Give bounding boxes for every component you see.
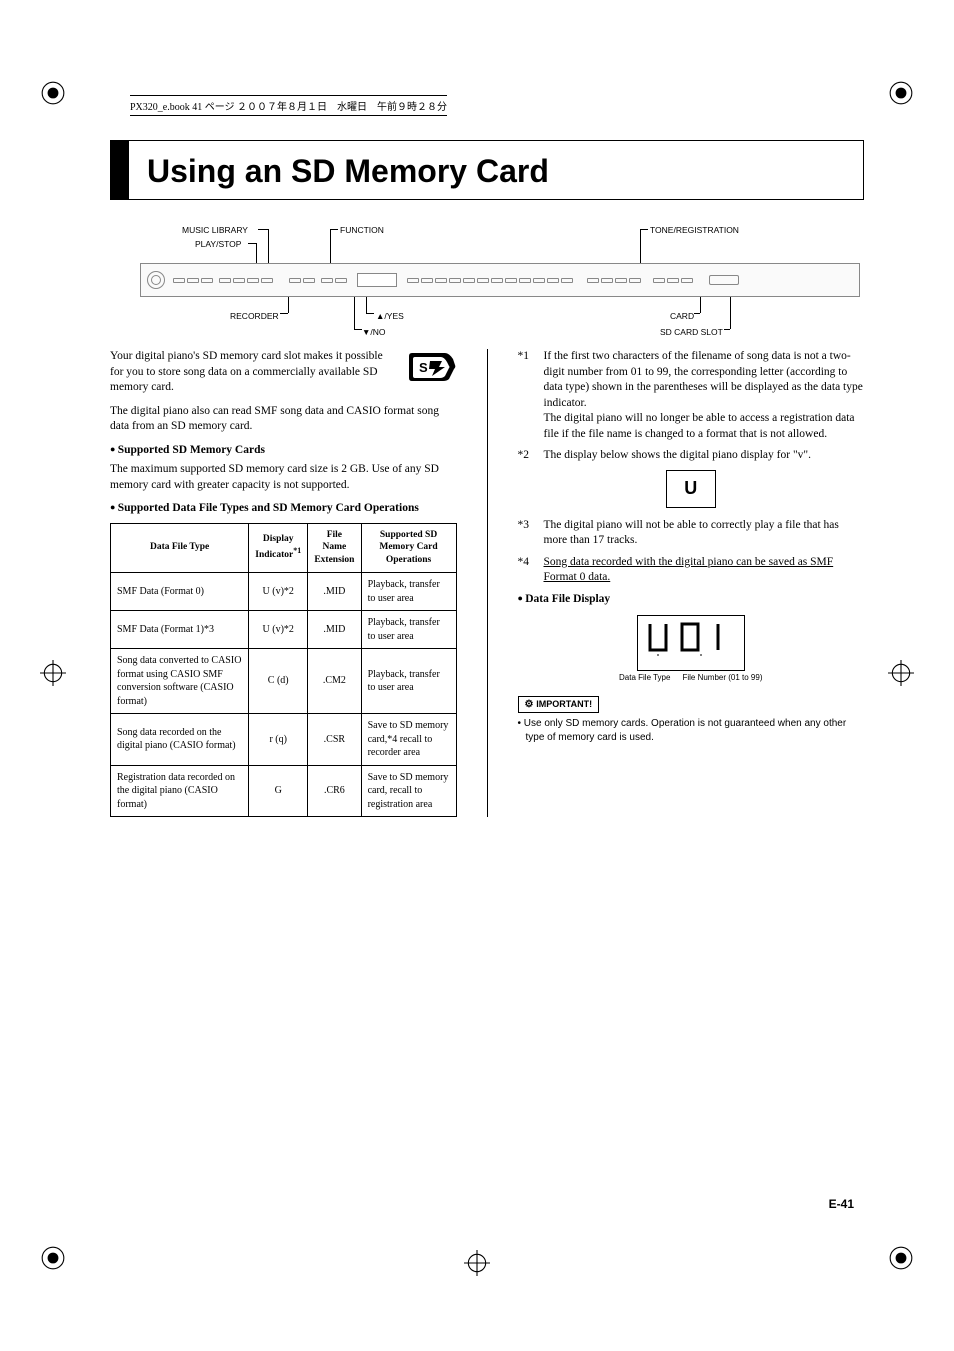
control-strip	[140, 263, 860, 297]
diagram-label: ▼/NO	[362, 327, 386, 337]
important-text: Use only SD memory cards. Operation is n…	[518, 717, 865, 744]
table-cell: Song data converted to CASIO format usin…	[111, 649, 249, 714]
table-row: Registration data recorded on the digita…	[111, 765, 457, 817]
table-cell: SMF Data (Format 1)*3	[111, 611, 249, 649]
table-header: Supported SDMemory CardOperations	[361, 523, 456, 572]
sd-logo-icon: S	[407, 351, 457, 389]
important-tag: IMPORTANT!	[518, 696, 600, 714]
control-diagram: MUSIC LIBRARY PLAY/STOP FUNCTION TONE/RE…	[140, 225, 860, 337]
table-cell: .MID	[308, 573, 361, 611]
footnote: *3 The digital piano will not be able to…	[518, 518, 865, 549]
segment-label: File Number (01 to 99)	[682, 673, 762, 684]
footnote-text: Song data recorded with the digital pian…	[544, 555, 865, 586]
table-cell: G	[249, 765, 308, 817]
registration-mark-icon	[888, 80, 914, 106]
footnote-text: If the first two characters of the filen…	[544, 349, 865, 442]
left-column: S Your digital piano's SD memory card sl…	[110, 349, 457, 817]
segment-display: Data File Type File Number (01 to 99)	[518, 615, 865, 684]
table-cell: r (q)	[249, 714, 308, 766]
right-column: *1 If the first two characters of the fi…	[518, 349, 865, 817]
page-number: E-41	[829, 1197, 854, 1211]
display-example: U	[666, 470, 716, 508]
segment-label: Data File Type	[619, 673, 670, 684]
body-text: The maximum supported SD memory card siz…	[110, 462, 457, 493]
footnotes: *3 The digital piano will not be able to…	[518, 518, 865, 586]
diagram-label: RECORDER	[230, 311, 279, 321]
table-header: DisplayIndicator*1	[249, 523, 308, 572]
title-bar-accent	[111, 141, 129, 199]
page-title: Using an SD Memory Card	[129, 141, 863, 199]
table-header-row: Data File Type DisplayIndicator*1 File N…	[111, 523, 457, 572]
svg-text:S: S	[419, 360, 428, 375]
table-cell: SMF Data (Format 0)	[111, 573, 249, 611]
diagram-label: CARD	[670, 311, 694, 321]
diagram-label: MUSIC LIBRARY	[182, 225, 248, 235]
footnote-text: The digital piano will not be able to co…	[544, 518, 865, 549]
table-cell: Playback, transfer to user area	[361, 611, 456, 649]
table-cell: Playback, transfer to user area	[361, 649, 456, 714]
registration-mark-icon	[888, 1245, 914, 1271]
table-cell: Save to SD memory card, recall to regist…	[361, 765, 456, 817]
diagram-label: ▲/YES	[376, 311, 404, 321]
table-cell: .CM2	[308, 649, 361, 714]
volume-knob-icon	[147, 271, 165, 289]
registration-mark-icon	[40, 1245, 66, 1271]
title-bar: Using an SD Memory Card	[110, 140, 864, 200]
table-cell: Save to SD memory card,*4 recall to reco…	[361, 714, 456, 766]
content-columns: S Your digital piano's SD memory card sl…	[110, 349, 864, 817]
important-box: IMPORTANT! Use only SD memory cards. Ope…	[518, 696, 865, 745]
footnotes: *1 If the first two characters of the fi…	[518, 349, 865, 464]
table-cell: U (v)*2	[249, 573, 308, 611]
footnote: *4 Song data recorded with the digital p…	[518, 555, 865, 586]
table-header: Data File Type	[111, 523, 249, 572]
table-row: Song data converted to CASIO format usin…	[111, 649, 457, 714]
table-cell: U (v)*2	[249, 611, 308, 649]
header-line: PX320_e.book 41 ページ ２００７年８月１日 水曜日 午前９時２８…	[130, 95, 447, 116]
table-cell: Song data recorded on the digital piano …	[111, 714, 249, 766]
intro-paragraph: Your digital piano's SD memory card slot…	[110, 349, 457, 396]
intro-paragraph: The digital piano also can read SMF song…	[110, 404, 457, 435]
diagram-label: PLAY/STOP	[195, 239, 241, 249]
table-cell: .CSR	[308, 714, 361, 766]
footnote-number: *2	[518, 448, 536, 464]
diagram-label: SD CARD SLOT	[660, 327, 723, 337]
data-file-table: Data File Type DisplayIndicator*1 File N…	[110, 523, 457, 817]
table-row: SMF Data (Format 1)*3U (v)*2.MIDPlayback…	[111, 611, 457, 649]
footnote-number: *1	[518, 349, 536, 442]
table-cell: .MID	[308, 611, 361, 649]
page: PX320_e.book 41 ページ ２００７年８月１日 水曜日 午前９時２８…	[0, 0, 954, 1351]
diagram-label: FUNCTION	[340, 225, 384, 235]
sd-slot-icon	[709, 275, 739, 285]
section-heading: Supported Data File Types and SD Memory …	[110, 501, 457, 517]
crosshair-icon	[464, 1250, 490, 1276]
table-cell: Playback, transfer to user area	[361, 573, 456, 611]
footnote: *1 If the first two characters of the fi…	[518, 349, 865, 442]
footnote: *2 The display below shows the digital p…	[518, 448, 865, 464]
table-cell: C (d)	[249, 649, 308, 714]
footnote-number: *3	[518, 518, 536, 549]
section-heading: Supported SD Memory Cards	[110, 443, 457, 459]
table-header: File NameExtension	[308, 523, 361, 572]
diagram-label: TONE/REGISTRATION	[650, 225, 739, 235]
footnote-text: The display below shows the digital pian…	[544, 448, 865, 464]
footnote-number: *4	[518, 555, 536, 586]
column-divider	[487, 349, 488, 817]
table-row: Song data recorded on the digital piano …	[111, 714, 457, 766]
table-cell: .CR6	[308, 765, 361, 817]
crosshair-icon	[40, 660, 66, 686]
segment-display-value	[646, 620, 736, 666]
table-row: SMF Data (Format 0)U (v)*2.MIDPlayback, …	[111, 573, 457, 611]
crosshair-icon	[888, 660, 914, 686]
section-heading: Data File Display	[518, 592, 865, 608]
lcd-icon	[357, 273, 397, 287]
registration-mark-icon	[40, 80, 66, 106]
table-cell: Registration data recorded on the digita…	[111, 765, 249, 817]
